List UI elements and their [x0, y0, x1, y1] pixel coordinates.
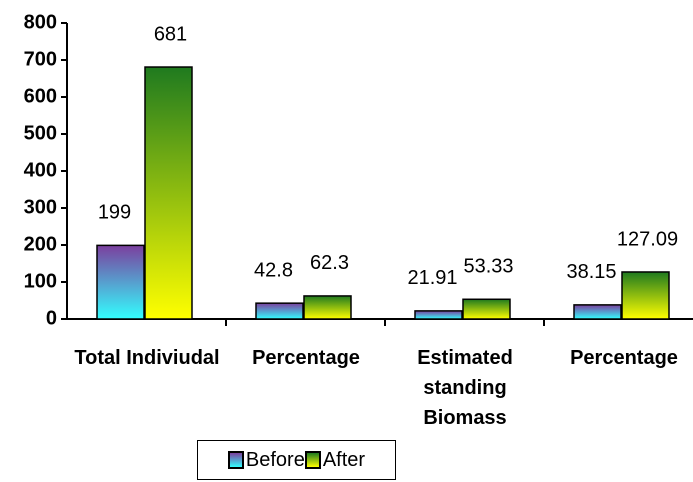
legend-swatch — [304, 451, 321, 469]
y-tick-label: 100 — [24, 270, 57, 292]
y-tick-label: 400 — [24, 159, 57, 181]
y-tick-label: 500 — [24, 122, 57, 144]
bar — [255, 302, 304, 320]
y-tick-label: 600 — [24, 85, 57, 107]
y-tick-label: 800 — [24, 11, 57, 33]
bar — [621, 271, 670, 320]
x-tick-label: Percentage — [252, 347, 360, 369]
x-tick-label: Estimated standing Biomass — [417, 347, 513, 429]
bar — [414, 310, 463, 320]
y-tick-label: 300 — [24, 196, 57, 218]
bar — [144, 66, 193, 320]
legend-label: Before — [245, 448, 305, 471]
legend-label: After — [322, 448, 366, 471]
value-label: 53.33 — [463, 256, 513, 278]
value-label: 62.3 — [310, 252, 349, 274]
value-label: 38.15 — [566, 261, 616, 283]
value-label: 681 — [154, 23, 187, 45]
bar — [573, 304, 622, 320]
bar — [462, 298, 511, 320]
bar — [303, 295, 352, 320]
value-label: 21.91 — [407, 267, 457, 289]
value-label: 42.8 — [254, 259, 293, 281]
legend: Before After — [197, 440, 396, 480]
x-tick-label: Total Indiviudal — [74, 347, 220, 369]
bar — [96, 244, 145, 320]
x-tick-label: Percentage — [570, 347, 678, 369]
y-tick-label: 200 — [24, 233, 57, 255]
legend-swatch — [227, 451, 244, 469]
y-tick-label: 0 — [46, 307, 57, 329]
value-label: 127.09 — [617, 228, 678, 250]
y-tick-label: 700 — [24, 48, 57, 70]
value-label: 199 — [98, 202, 131, 224]
